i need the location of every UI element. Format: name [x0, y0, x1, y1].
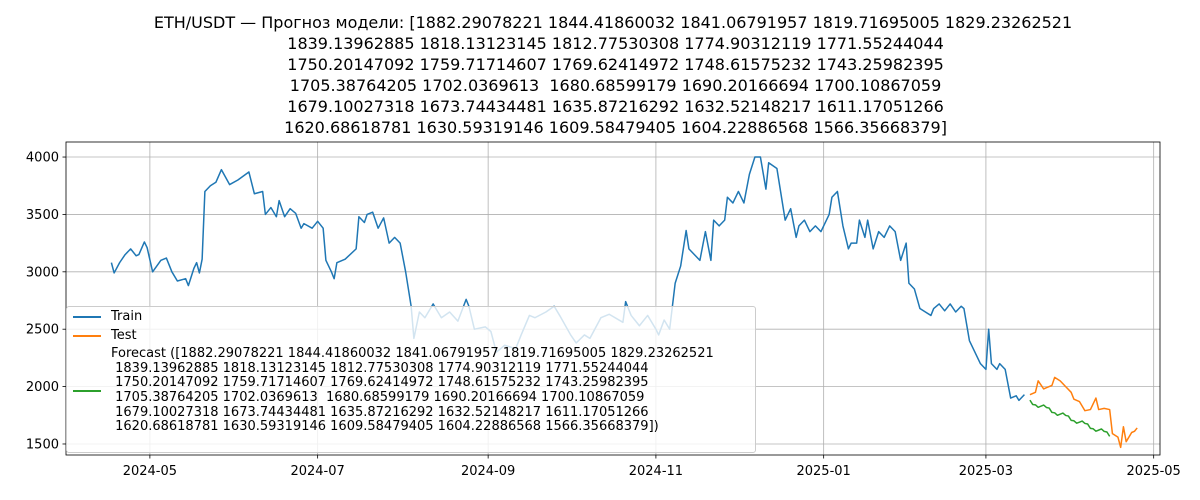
x-tick-label: 2024-11 [629, 464, 683, 479]
axes-frame [65, 141, 1161, 456]
y-tick-label: 1500 [26, 437, 59, 452]
series-line [1029, 399, 1111, 437]
x-tick-label: 2025-03 [959, 464, 1013, 479]
x-tick-label: 2025-05 [1127, 464, 1181, 479]
series-line [1029, 376, 1138, 449]
y-tick-label: 3000 [26, 265, 59, 280]
legend-entry: Forecast ([1882.29078221 1844.41860032 1… [73, 346, 755, 435]
y-tick-label: 2000 [26, 380, 59, 395]
x-tick-label: 2024-05 [123, 464, 177, 479]
chart-title: ETH/USDT — Прогноз модели: [1882.2907822… [153, 13, 1073, 137]
y-tick-label: 4000 [26, 151, 59, 166]
x-tick-label: 2025-01 [796, 464, 850, 479]
legend-label: Forecast ([1882.29078221 1844.41860032 1… [111, 346, 714, 435]
legend-handle [73, 316, 101, 319]
legend-label: Test [111, 327, 137, 343]
legend-label: Train [111, 309, 143, 324]
legend: Train Test Forecast ([1882.29078221 1844.4… [66, 306, 756, 453]
x-tick-label: 2024-07 [290, 464, 344, 479]
y-tick-label: 3500 [26, 208, 59, 223]
legend-handle [73, 334, 101, 337]
y-tick-label: 2500 [26, 323, 59, 338]
x-tick-label: 2024-09 [461, 464, 515, 479]
legend-entry: Train [73, 309, 755, 325]
legend-entry: Test [73, 327, 755, 344]
legend-handle [73, 389, 101, 392]
